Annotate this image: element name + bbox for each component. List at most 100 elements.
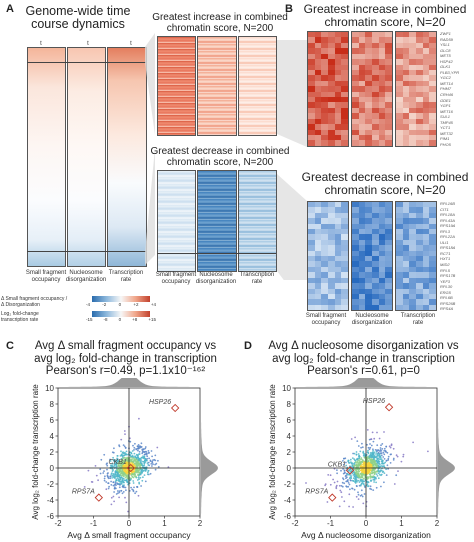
- data-point: [361, 446, 364, 449]
- heatmap-cell: [385, 118, 393, 125]
- heatmap-cell: [352, 37, 359, 43]
- data-point: [336, 472, 338, 475]
- heatmap-cell: [308, 113, 315, 119]
- data-point: [105, 481, 108, 483]
- data-point: [377, 465, 380, 467]
- data-point: [141, 471, 144, 474]
- data-point: [126, 477, 129, 480]
- heatmap-cell: [396, 69, 403, 76]
- heatmap-cell: [321, 69, 329, 76]
- heatmap-cell: [378, 135, 386, 141]
- heatmap-cell: [341, 97, 349, 103]
- heatmap-cell: [308, 223, 315, 230]
- heatmap-cell: [328, 256, 335, 262]
- heatmap-cell: [365, 42, 373, 49]
- data-point: [148, 457, 151, 460]
- data-point: [146, 471, 149, 474]
- heatmap-cell: [321, 245, 329, 251]
- heatmap-cell: [314, 288, 322, 294]
- data-point: [123, 459, 126, 462]
- data-point: [354, 436, 356, 439]
- data-point: [115, 493, 118, 495]
- heatmap-cell: [334, 37, 342, 43]
- data-point: [135, 475, 137, 478]
- scatter-points: [83, 417, 170, 513]
- heatmap-cell: [358, 118, 366, 125]
- data-point: [114, 472, 117, 475]
- heatmap-cell: [372, 80, 379, 87]
- data-point: [113, 486, 116, 489]
- data-point: [383, 472, 386, 474]
- heatmap-cell: [422, 140, 430, 146]
- heatmap-cell: [334, 212, 342, 219]
- data-point: [144, 457, 147, 460]
- heatmap-cell: [365, 304, 373, 311]
- data-point: [147, 461, 150, 464]
- y-tick-label: -6: [47, 512, 55, 521]
- heatmap-cell: [334, 250, 342, 257]
- a-zoom-col-label-2-l2: disorganization: [195, 278, 237, 285]
- y-tick-label: 4: [287, 432, 292, 441]
- data-point: [342, 460, 344, 462]
- data-point: [362, 502, 365, 505]
- heatmap-cell: [334, 140, 342, 146]
- data-point: [335, 487, 338, 490]
- data-point: [372, 448, 374, 451]
- data-point: [340, 485, 343, 487]
- data-point: [116, 490, 119, 492]
- legend1-tick: -2: [102, 302, 107, 307]
- heatmap-cell: [358, 59, 366, 65]
- heatmap-cell: [416, 223, 423, 230]
- data-point: [361, 442, 363, 445]
- heatmap-cell: [341, 239, 349, 246]
- heatmap-cell: [429, 53, 437, 60]
- heatmap-cell: [416, 37, 423, 43]
- data-point: [154, 454, 157, 457]
- data-point: [372, 455, 374, 458]
- data-point: [376, 470, 378, 472]
- heatmap-cell: [352, 207, 359, 213]
- heatmap-cell: [308, 229, 315, 235]
- heatmap-cell: [429, 304, 437, 311]
- heatmap-cell: [341, 299, 349, 305]
- heatmap-cell: [352, 266, 359, 273]
- panel-b-inc-title: Greatest increase in combined chromatin …: [297, 3, 473, 29]
- heatmap-cell: [385, 212, 393, 219]
- heatmap-cell: [308, 59, 315, 65]
- data-point: [342, 472, 345, 475]
- heatmap-cell: [378, 293, 386, 300]
- heatmap-cell: [365, 37, 373, 43]
- b-col-label-3: Transcription rate: [395, 313, 441, 326]
- heatmap-cell: [328, 288, 335, 294]
- heatmap-cell: [365, 80, 373, 87]
- heatmap-cell: [409, 304, 417, 311]
- heatmap-cell: [416, 245, 423, 251]
- heatmap-cell: [358, 250, 366, 257]
- heatmap-cell: [422, 277, 430, 284]
- heatmap-cell: [334, 135, 342, 141]
- data-point: [344, 457, 347, 460]
- heatmap-cell: [321, 256, 329, 262]
- y-tick-label: 6: [50, 416, 55, 425]
- data-point: [387, 457, 390, 460]
- heatmap-cell: [321, 64, 329, 70]
- highlight-label: CKB1: [108, 459, 126, 466]
- heatmap-cell: [396, 53, 403, 60]
- data-point: [140, 464, 142, 467]
- heatmap-cell: [429, 113, 437, 119]
- heatmap-cell: [429, 245, 437, 251]
- data-point: [375, 473, 378, 475]
- panel-b-dec-title-line1: Greatest decrease in combined: [301, 170, 469, 184]
- highlight-label: RPS7A: [305, 489, 328, 496]
- heatmap-cell: [402, 42, 410, 49]
- x-axis-label: Avg Δ small fragment occupancy: [67, 530, 191, 540]
- data-point: [103, 477, 106, 480]
- heatmap-cell: [365, 113, 373, 119]
- heatmap-cell: [365, 277, 373, 284]
- data-point: [379, 463, 381, 466]
- heatmap-cell: [378, 32, 386, 38]
- heatmap-cell: [365, 212, 373, 219]
- heatmap-cell: [321, 86, 329, 92]
- heatmap-cell: [378, 207, 386, 213]
- heatmap-cell: [308, 69, 315, 76]
